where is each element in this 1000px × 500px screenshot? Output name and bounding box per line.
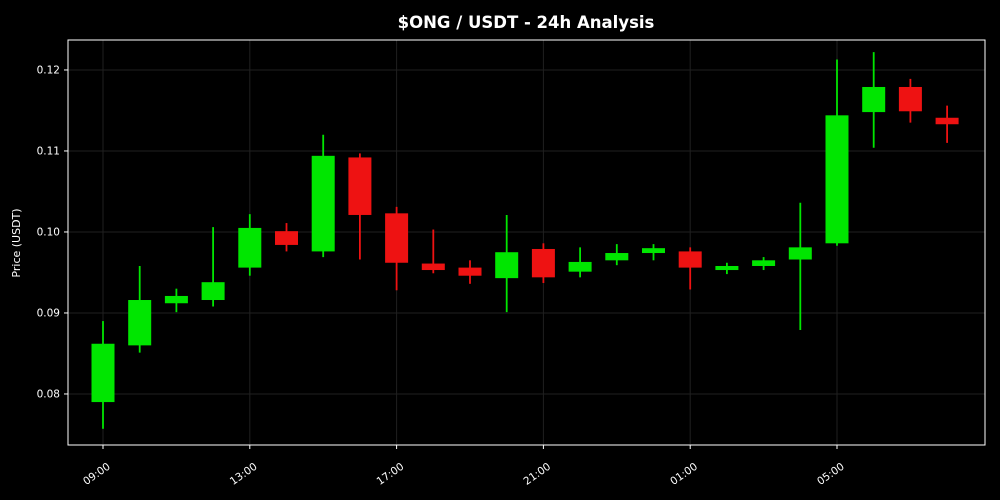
candle-body <box>568 261 592 272</box>
candle-08:00 <box>935 105 959 143</box>
candle-11:00 <box>164 288 188 313</box>
candle-04:00 <box>788 202 812 330</box>
candle-17:00 <box>385 206 409 291</box>
candle-body <box>715 265 739 271</box>
candle-22:00 <box>568 247 592 278</box>
candle-19:00 <box>458 260 482 284</box>
candle-14:00 <box>275 223 298 252</box>
candle-body <box>421 263 445 271</box>
y-tick-label: 0.10 <box>37 226 60 238</box>
candle-01:00 <box>678 247 702 290</box>
candle-body <box>678 251 702 268</box>
candle-16:00 <box>348 153 372 260</box>
candle-18:00 <box>421 229 445 274</box>
candle-body <box>458 267 482 276</box>
candle-21:00 <box>531 243 555 283</box>
candle-body <box>128 300 152 346</box>
candle-00:00 <box>642 244 665 261</box>
candle-05:00 <box>825 59 849 246</box>
candle-06:00 <box>862 52 886 148</box>
y-tick-label: 0.09 <box>37 307 60 319</box>
candle-body <box>495 252 519 279</box>
candle-07:00 <box>898 78 922 123</box>
candle-body <box>91 343 115 403</box>
candle-body <box>348 157 372 215</box>
candle-body <box>201 282 225 301</box>
candle-body <box>164 295 188 304</box>
candle-body <box>605 253 629 261</box>
candle-body <box>642 248 665 254</box>
plot-border <box>67 39 986 446</box>
candle-body <box>238 227 262 268</box>
chart-title: $ONG / USDT - 24h Analysis <box>398 13 655 32</box>
candle-body <box>752 260 776 266</box>
candle-13:00 <box>238 214 262 276</box>
candle-body <box>385 213 409 263</box>
y-axis-label: Price (USDT) <box>10 208 23 277</box>
candle-body <box>531 248 555 278</box>
candle-03:00 <box>752 257 776 271</box>
candle-body <box>862 86 886 113</box>
candle-10:00 <box>128 265 152 353</box>
candle-body <box>311 155 335 252</box>
candle-body <box>825 115 849 244</box>
y-tick-label: 0.12 <box>37 64 60 76</box>
candle-body <box>788 247 812 260</box>
candle-12:00 <box>201 227 225 307</box>
y-tick-label: 0.08 <box>37 388 60 400</box>
y-tick-label: 0.11 <box>37 145 60 157</box>
candle-20:00 <box>495 214 519 313</box>
candle-15:00 <box>311 134 335 258</box>
candle-23:00 <box>605 244 629 266</box>
candle-09:00 <box>91 321 115 429</box>
candle-body <box>898 86 922 112</box>
candle-02:00 <box>715 262 739 275</box>
candle-body <box>275 231 298 245</box>
candle-body <box>935 117 959 125</box>
